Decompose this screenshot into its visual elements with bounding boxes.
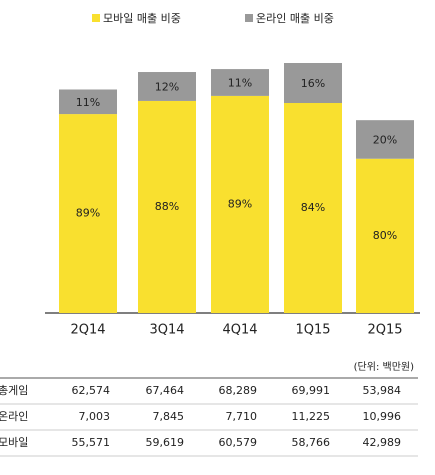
- bar-segment: [138, 72, 196, 101]
- data-label: 16%: [301, 77, 325, 90]
- table-cell: 53,984: [363, 384, 402, 397]
- legend-swatch: [92, 14, 100, 22]
- table-cell: 7,845: [153, 410, 185, 423]
- table-cell: 10,996: [363, 410, 402, 423]
- data-label: 20%: [373, 133, 397, 146]
- legend-label: 모바일 매출 비중: [103, 11, 181, 25]
- data-label: 11%: [76, 96, 100, 109]
- legend-label: 온라인 매출 비중: [256, 12, 334, 25]
- table-cell: 11,225: [292, 410, 331, 423]
- data-label: 80%: [373, 229, 397, 242]
- table-cell: 58,766: [292, 436, 331, 449]
- table-cell: 62,574: [72, 384, 111, 397]
- table-cell: 60,579: [219, 436, 258, 449]
- data-label: 84%: [301, 201, 325, 214]
- table-cell: 68,289: [219, 384, 258, 397]
- bar-segment: [211, 95, 269, 314]
- table-cell: 7,003: [79, 410, 111, 423]
- bar-segment: [211, 69, 269, 96]
- table-cell: 42,989: [363, 436, 402, 449]
- bar-segment: [59, 114, 117, 314]
- data-label: 11%: [228, 76, 252, 89]
- table-cell: 59,619: [146, 436, 185, 449]
- legend-swatch: [245, 14, 253, 22]
- x-tick-label: 2Q15: [367, 323, 402, 338]
- data-label: 89%: [228, 197, 252, 210]
- row-label: 온라인: [0, 410, 28, 423]
- bar-segment: [59, 89, 117, 115]
- data-label: 88%: [155, 200, 179, 213]
- x-tick-label: 3Q14: [149, 323, 184, 338]
- table-unit: (단위: 백만원): [354, 360, 414, 373]
- bar-segment: [284, 103, 342, 313]
- bar-segment: [138, 100, 196, 313]
- table-cell: 55,571: [72, 436, 111, 449]
- x-tick-label: 2Q14: [70, 323, 105, 338]
- table-cell: 67,464: [146, 384, 185, 397]
- bar-segment: [356, 158, 414, 313]
- x-tick-label: 4Q14: [222, 323, 257, 338]
- data-label: 12%: [155, 80, 179, 93]
- bar-segment: [356, 120, 414, 159]
- table-cell: 7,710: [226, 410, 258, 423]
- x-tick-label: 1Q15: [295, 323, 330, 338]
- row-label: 모바일: [0, 435, 28, 449]
- data-label: 89%: [76, 207, 100, 220]
- row-label: 총게임: [0, 384, 28, 397]
- bar-segment: [284, 63, 342, 103]
- table-cell: 69,991: [292, 384, 331, 397]
